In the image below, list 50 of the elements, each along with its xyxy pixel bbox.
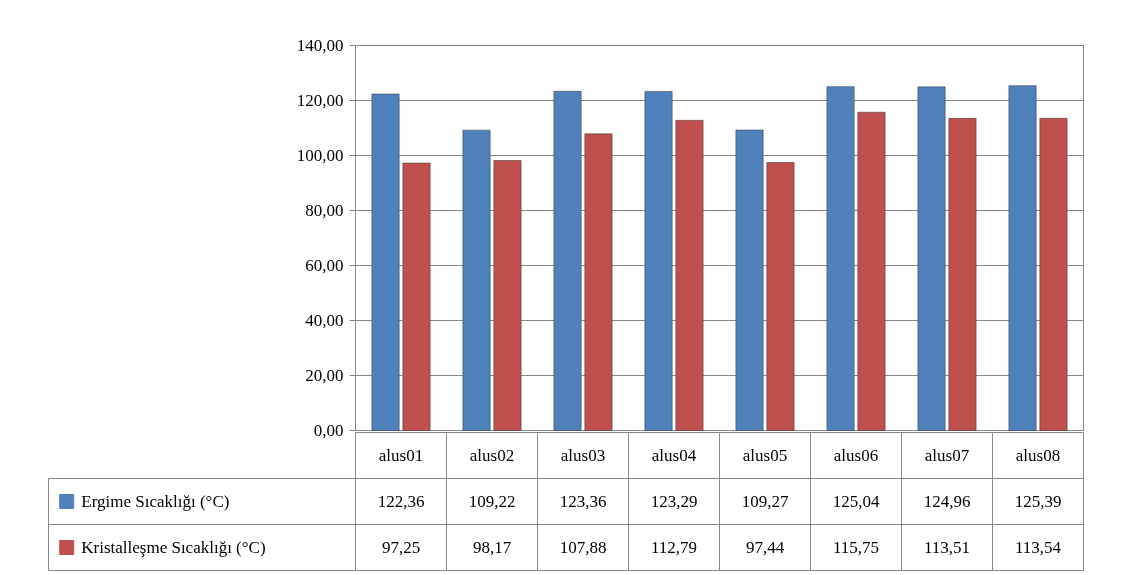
x-tick-label: alus05 xyxy=(742,446,788,465)
data-label: 112,79 xyxy=(650,538,698,557)
y-tick-label: 100,00 xyxy=(296,146,344,165)
data-label: 123,36 xyxy=(559,492,607,511)
bar xyxy=(462,129,491,431)
x-tick-label: alus02 xyxy=(469,446,515,465)
bar xyxy=(1008,85,1037,431)
bar xyxy=(766,162,795,431)
bar xyxy=(826,86,855,431)
bar xyxy=(735,129,764,431)
bar xyxy=(675,120,704,431)
data-label: 122,36 xyxy=(377,492,425,511)
y-tick-label: 80,00 xyxy=(305,201,344,220)
bar xyxy=(584,133,613,431)
data-label: 123,29 xyxy=(650,492,698,511)
data-label: 98,17 xyxy=(472,538,512,557)
data-label: 125,39 xyxy=(1014,492,1062,511)
data-label: 107,88 xyxy=(559,538,607,557)
x-tick-label: alus01 xyxy=(378,446,424,465)
y-tick-label: 120,00 xyxy=(296,91,344,110)
legend-label: Ergime Sıcaklığı (°C) xyxy=(81,492,230,511)
data-label: 125,04 xyxy=(832,492,880,511)
bar xyxy=(917,86,946,431)
x-tick-label: alus07 xyxy=(924,446,970,465)
x-tick-label: alus03 xyxy=(560,446,606,465)
data-label: 115,75 xyxy=(832,538,880,557)
data-label: 97,44 xyxy=(745,538,785,557)
bar xyxy=(948,118,977,431)
y-tick-label: 40,00 xyxy=(305,311,344,330)
data-label: 109,27 xyxy=(741,492,789,511)
bar xyxy=(493,160,522,431)
data-label: 109,22 xyxy=(468,492,516,511)
data-label: 113,54 xyxy=(1014,538,1062,557)
x-tick-label: alus08 xyxy=(1015,446,1061,465)
data-label: 124,96 xyxy=(923,492,971,511)
y-tick-label: 140,00 xyxy=(296,36,344,55)
bar xyxy=(402,162,431,431)
bar xyxy=(371,93,400,431)
x-tick-label: alus06 xyxy=(833,446,879,465)
bar xyxy=(1039,118,1068,431)
x-tick-label: alus04 xyxy=(651,446,697,465)
y-tick-label: 60,00 xyxy=(305,256,344,275)
bar xyxy=(644,91,673,431)
data-label: 97,25 xyxy=(381,538,421,557)
legend-label: Kristalleşme Sıcaklığı (°C) xyxy=(81,538,266,557)
bar xyxy=(857,111,886,431)
bar xyxy=(553,91,582,431)
y-tick-label: 20,00 xyxy=(305,366,344,385)
data-label: 113,51 xyxy=(923,538,971,557)
y-tick-label: 0,00 xyxy=(313,421,344,440)
